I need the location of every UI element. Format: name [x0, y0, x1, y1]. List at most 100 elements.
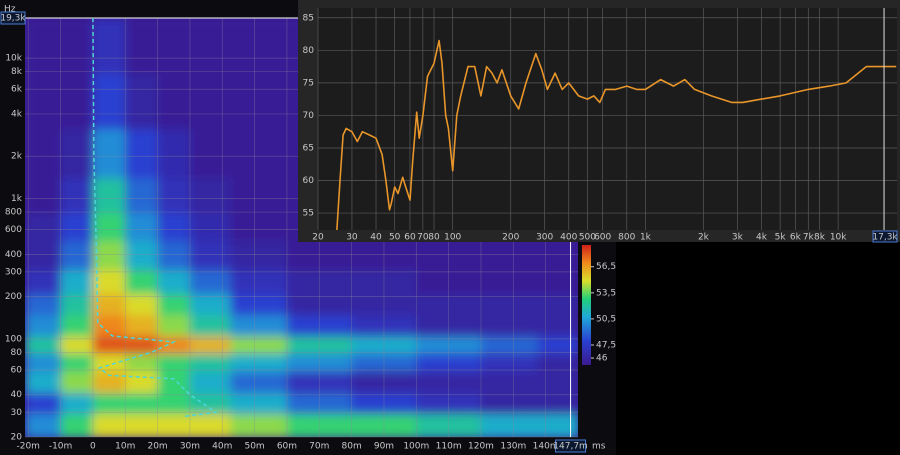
heat-cell — [351, 370, 418, 394]
heat-cell — [125, 18, 159, 75]
heat-cell — [92, 128, 127, 179]
x-tick-label: 140m — [533, 442, 559, 452]
heat-cell — [230, 240, 288, 270]
y-tick-label: 60 — [11, 366, 23, 376]
heat-cell — [25, 293, 62, 316]
heat-cell — [125, 212, 159, 242]
heat-cell — [189, 240, 232, 270]
y-tick-label: 75 — [303, 78, 314, 88]
heat-cell — [480, 392, 539, 415]
cursor-label: 19,3k — [0, 14, 26, 24]
heat-cell — [92, 212, 127, 242]
heat-cell — [189, 177, 232, 214]
heat-cell — [189, 212, 232, 242]
heat-cell — [60, 212, 94, 242]
heat-cell — [125, 335, 159, 354]
heat-cell — [230, 293, 288, 316]
heat-cell — [157, 177, 191, 214]
heat-cell — [60, 73, 94, 130]
heat-cell — [351, 293, 418, 316]
cursor-label: 147,7m — [553, 442, 588, 452]
x-tick-label: 60m — [277, 442, 297, 452]
x-tick-label: 0 — [90, 442, 96, 452]
heat-cell — [25, 352, 62, 372]
heat-cell — [189, 268, 232, 295]
heat-cell — [189, 293, 232, 316]
heat-cell — [157, 392, 191, 415]
heat-cell — [189, 128, 232, 179]
heat-cell — [416, 268, 482, 295]
heat-cell — [480, 240, 539, 270]
colorbar-label: 56,5 — [596, 262, 616, 272]
x-tick-label: 400 — [560, 233, 577, 243]
x-tick-label: 8k — [814, 233, 826, 243]
y-tick-label: 30 — [11, 408, 23, 418]
heat-cell — [416, 314, 482, 337]
heat-cell — [416, 352, 482, 372]
heat-cell — [92, 352, 127, 372]
heat-cell — [416, 293, 482, 316]
heat-cell — [286, 352, 353, 372]
heat-cell — [230, 177, 288, 214]
y-tick-label: 300 — [5, 267, 22, 277]
heat-cell — [480, 293, 539, 316]
x-tick-label: 30m — [180, 442, 200, 452]
y-tick-label: 40 — [11, 390, 23, 400]
heat-cell — [480, 413, 539, 437]
heat-cell — [351, 352, 418, 372]
y-tick-label: 1k — [11, 194, 23, 204]
heat-cell — [25, 73, 62, 130]
x-tick-label: -20m — [16, 442, 39, 452]
y-tick-label: 80 — [11, 348, 23, 358]
heat-cell — [157, 314, 191, 337]
heat-cell — [157, 268, 191, 295]
x-tick-label: -10m — [49, 442, 72, 452]
heat-cell — [286, 413, 353, 437]
heat-cell — [537, 268, 578, 295]
heat-cell — [480, 335, 539, 354]
heat-cell — [537, 413, 578, 437]
heat-cell — [92, 392, 127, 415]
heat-cell — [125, 240, 159, 270]
heat-cell — [92, 73, 127, 130]
x-tick-label: 30 — [346, 233, 358, 243]
x-tick-label: 80 — [428, 233, 440, 243]
heat-cell — [416, 370, 482, 394]
y-tick-label: 70 — [303, 111, 315, 121]
y-tick-label: 6k — [11, 85, 23, 95]
heat-cell — [286, 392, 353, 415]
y-tick-label: 600 — [5, 225, 22, 235]
y-tick-label: 4k — [11, 109, 23, 119]
y-tick-label: 400 — [5, 250, 22, 260]
heat-cell — [416, 335, 482, 354]
heat-cell — [60, 392, 94, 415]
heat-cell — [92, 314, 127, 337]
heat-cell — [157, 370, 191, 394]
heat-cell — [189, 413, 232, 437]
y-tick-label: 200 — [5, 292, 22, 302]
heat-cell — [25, 314, 62, 337]
cursor-label: 17,3k — [872, 233, 898, 243]
heat-cell — [230, 392, 288, 415]
heat-cell — [92, 335, 127, 354]
heat-cell — [60, 413, 94, 437]
heat-cell — [416, 413, 482, 437]
heat-cell — [230, 212, 288, 242]
heat-cell — [25, 18, 62, 75]
heat-cell — [60, 370, 94, 394]
y-tick-label: 85 — [303, 13, 314, 23]
heat-cell — [189, 73, 232, 130]
heat-cell — [230, 73, 288, 130]
heat-cell — [125, 413, 159, 437]
heat-cell — [92, 240, 127, 270]
heat-cell — [230, 335, 288, 354]
heat-cell — [537, 314, 578, 337]
x-tick-label: 4k — [756, 233, 768, 243]
heat-cell — [157, 128, 191, 179]
x-tick-label: 20m — [147, 442, 167, 452]
x-tick-label: 20 — [312, 233, 324, 243]
x-tick-label: 1k — [640, 233, 652, 243]
heat-cell — [286, 293, 353, 316]
heat-cell — [351, 240, 418, 270]
